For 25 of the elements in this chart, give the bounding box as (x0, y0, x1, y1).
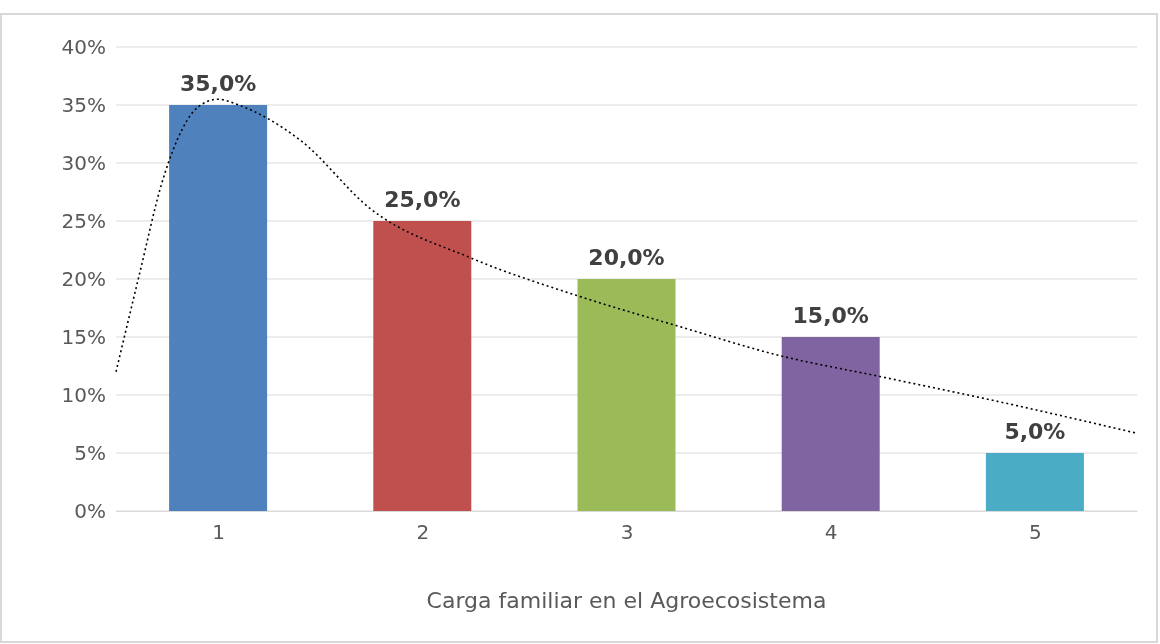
x-axis-title: Carga familiar en el Agroecosistema (426, 588, 827, 613)
y-tick-label: 30% (61, 150, 106, 175)
data-label: 5,0% (1004, 419, 1066, 444)
y-tick-label: 15% (61, 324, 106, 349)
y-tick-label: 20% (61, 266, 106, 291)
data-label: 15,0% (792, 303, 869, 328)
bar (577, 279, 676, 511)
y-tick-label: 5% (74, 440, 106, 465)
bar (985, 453, 1084, 511)
y-tick-label: 10% (61, 382, 106, 407)
x-tick-label: 1 (212, 520, 225, 545)
y-tick-label: 35% (61, 92, 106, 117)
bar (373, 221, 472, 511)
x-tick-label: 3 (620, 520, 634, 545)
y-tick-label: 25% (61, 208, 106, 233)
bar (169, 105, 268, 511)
data-label: 25,0% (384, 187, 461, 212)
data-label: 35,0% (179, 71, 257, 96)
x-tick-label: 4 (824, 520, 838, 545)
x-tick-label: 5 (1029, 520, 1042, 545)
y-tick-label: 40% (61, 34, 106, 59)
y-tick-label: 0% (74, 498, 106, 523)
bar (781, 337, 880, 511)
x-tick-label: 2 (416, 520, 430, 545)
data-label: 20,0% (588, 245, 665, 270)
